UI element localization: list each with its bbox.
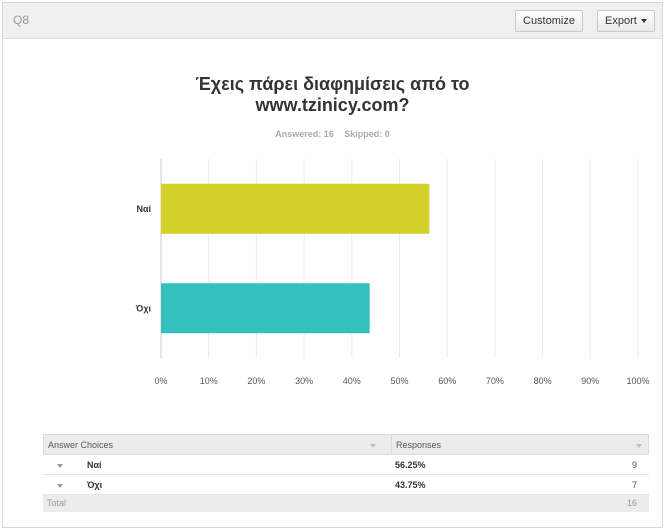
x-tick-label: 40% [343, 376, 361, 386]
answer-table: Answer Choices Responses Ναί 56.25% 9 Όχ… [43, 434, 649, 512]
x-tick-label: 80% [534, 376, 552, 386]
row-count: 9 [631, 460, 637, 470]
x-tick-label: 50% [390, 376, 408, 386]
row-choice-label: Ναί [87, 460, 102, 470]
total-label: Total [47, 498, 67, 508]
export-label: Export [605, 15, 637, 27]
expand-caret-icon[interactable] [57, 464, 63, 468]
customize-label: Customize [523, 15, 575, 27]
row-percent: 56.25% [395, 460, 426, 470]
chart-title-line-1: Έχεις πάρει διαφημίσεις από το [195, 74, 470, 94]
x-tick-label: 30% [295, 376, 313, 386]
row-percent: 43.75% [395, 480, 426, 490]
question-number: Q8 [13, 13, 30, 27]
bar [161, 283, 370, 334]
export-button[interactable]: Export [597, 10, 655, 32]
table-footer: Total 16 [43, 495, 649, 512]
row-count: 7 [631, 480, 637, 490]
table-row[interactable]: Όχι 43.75% 7 [43, 475, 649, 495]
bar [161, 183, 430, 234]
x-tick-label: 60% [438, 376, 456, 386]
chevron-down-icon [640, 19, 647, 24]
row-choice-label: Όχι [87, 480, 103, 490]
answer-choices-header[interactable]: Answer Choices [48, 440, 114, 450]
x-tick-label: 100% [626, 376, 649, 386]
answered-skipped: Answered: 16 Skipped: 0 [3, 129, 662, 139]
answered-count: Answered: 16 [275, 129, 334, 139]
total-count: 16 [626, 498, 637, 508]
x-tick-label: 90% [581, 376, 599, 386]
sort-arrow-icon[interactable] [636, 444, 642, 448]
customize-button[interactable]: Customize [515, 10, 583, 32]
skipped-count: Skipped: 0 [344, 129, 390, 139]
responses-header[interactable]: Responses [396, 440, 442, 450]
table-header: Answer Choices Responses [43, 434, 649, 455]
expand-caret-icon[interactable] [57, 484, 63, 488]
x-tick-label: 20% [247, 376, 265, 386]
bar-chart: 0% 10% 20% 30% 40% 50% 60% 70% 80% 90% 100% Ναί Όχι [135, 159, 650, 386]
category-label: Όχι [135, 303, 152, 313]
x-tick-label: 0% [154, 376, 167, 386]
panel-header: Q8 Customize Export [3, 3, 662, 39]
x-tick-label: 70% [486, 376, 504, 386]
sort-arrow-icon[interactable] [370, 444, 376, 448]
x-tick-label: 10% [200, 376, 218, 386]
table-row[interactable]: Ναί 56.25% 9 [43, 455, 649, 475]
chart-title-line-2: www.tzinicy.com? [255, 95, 410, 115]
column-divider [391, 435, 392, 454]
category-label: Ναί [136, 204, 151, 214]
chart-title: Έχεις πάρει διαφημίσεις από το www.tzini… [3, 74, 662, 116]
